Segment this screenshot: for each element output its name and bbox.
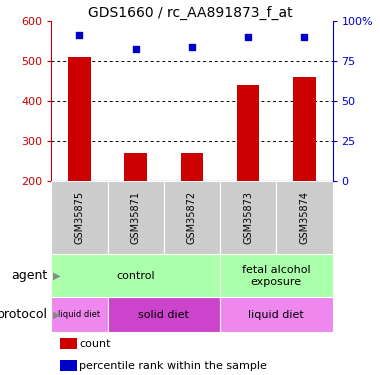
Bar: [108, 297, 220, 332]
Bar: [220, 181, 276, 254]
Bar: [237, 85, 260, 181]
Text: GSM35875: GSM35875: [74, 191, 84, 244]
Text: GDS1660 / rc_AA891873_f_at: GDS1660 / rc_AA891873_f_at: [88, 6, 292, 20]
Text: percentile rank within the sample: percentile rank within the sample: [79, 360, 267, 370]
Text: GSM35873: GSM35873: [243, 191, 253, 244]
Text: ▶: ▶: [53, 271, 61, 281]
Bar: [108, 181, 164, 254]
Text: agent: agent: [11, 269, 48, 282]
Bar: [180, 153, 203, 181]
Point: [245, 34, 251, 40]
Text: liquid diet: liquid diet: [249, 310, 304, 320]
Point: [301, 34, 307, 40]
Bar: [276, 181, 332, 254]
Text: count: count: [79, 339, 111, 349]
Bar: [220, 254, 332, 297]
Point: [76, 32, 82, 38]
Text: liquid diet: liquid diet: [59, 310, 100, 319]
Bar: [68, 57, 91, 181]
Text: control: control: [116, 271, 155, 281]
Text: fetal alcohol
exposure: fetal alcohol exposure: [242, 265, 310, 286]
Text: GSM35872: GSM35872: [187, 191, 197, 244]
Text: GSM35874: GSM35874: [299, 191, 309, 244]
Bar: [164, 181, 220, 254]
Bar: [220, 297, 332, 332]
Point: [133, 46, 139, 52]
Bar: [60, 338, 77, 349]
Point: [189, 44, 195, 50]
Bar: [51, 181, 108, 254]
Text: solid diet: solid diet: [138, 310, 189, 320]
Bar: [124, 153, 147, 181]
Bar: [60, 360, 77, 370]
Bar: [293, 77, 316, 181]
Bar: [51, 254, 220, 297]
Bar: [51, 297, 108, 332]
Text: GSM35871: GSM35871: [131, 191, 141, 244]
Text: ▶: ▶: [53, 310, 61, 320]
Text: protocol: protocol: [0, 308, 48, 321]
